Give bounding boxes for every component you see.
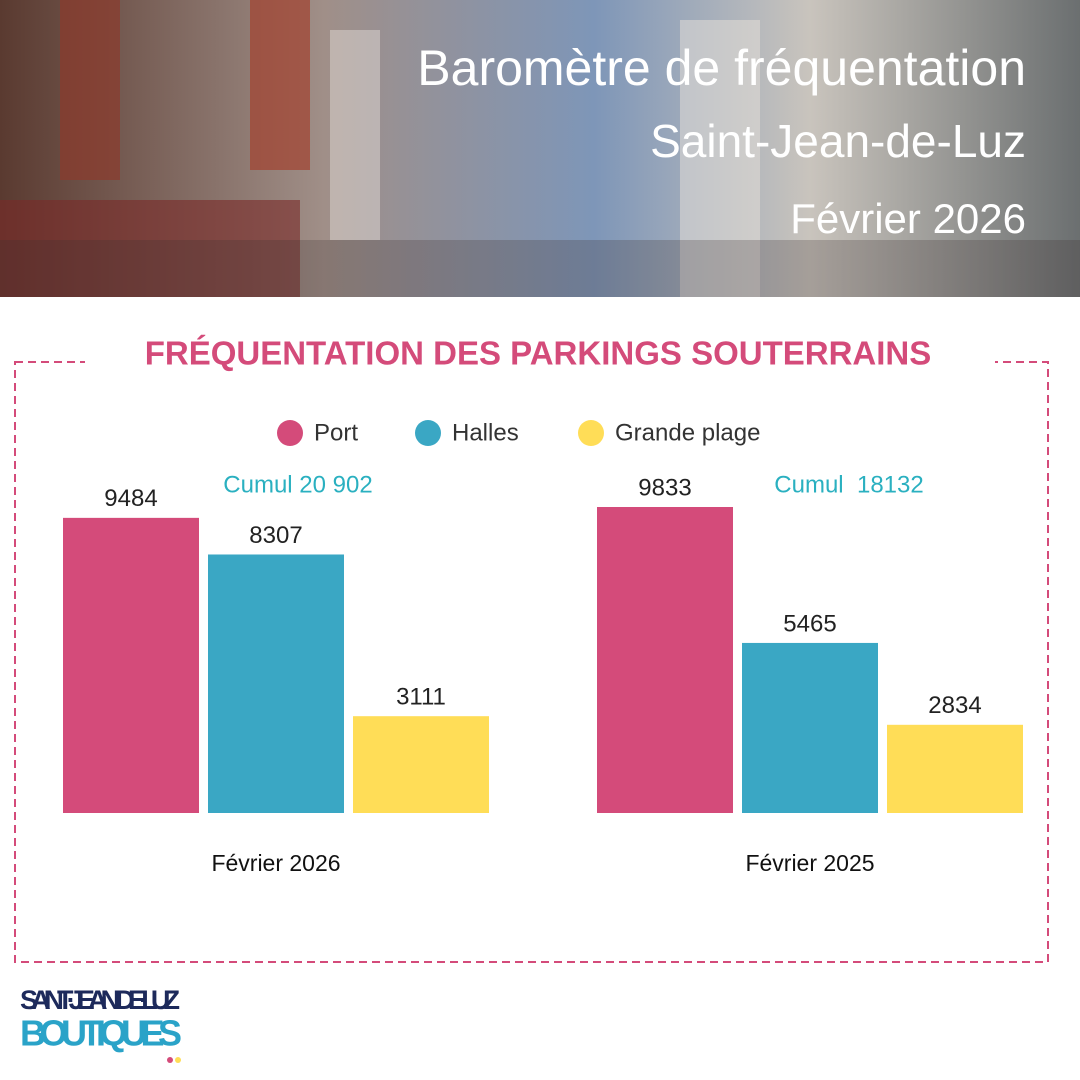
annotation: Cumul 18132 (774, 471, 923, 498)
value-label: 9833 (638, 474, 691, 501)
value-label: 2834 (928, 692, 981, 719)
chart-frame (14, 361, 1049, 963)
header-photo (0, 0, 1080, 297)
logo: SAINT·JEAN·DE·LUZ BOUTIQUES (20, 985, 182, 1063)
value-label: 5465 (783, 610, 836, 637)
legend-swatch (415, 420, 441, 446)
logo-line2: BOUTIQUES (20, 1013, 182, 1054)
bar (63, 517, 199, 813)
legend-label: Grande plage (615, 419, 760, 446)
logo-line1: SAINT·JEAN·DE·LUZ (20, 985, 180, 1015)
value-label: 8307 (249, 522, 302, 549)
logo-dot (167, 1057, 173, 1063)
x-tick-label: Février 2026 (211, 850, 340, 876)
header-title: Baromètre de fréquentation (417, 40, 1026, 96)
value-label: 3111 (396, 684, 446, 711)
bar (887, 724, 1023, 813)
x-tick-label: Février 2025 (745, 850, 874, 876)
header-subtitle: Saint-Jean-de-Luz (650, 115, 1026, 167)
legend-swatch (578, 420, 604, 446)
bar (742, 642, 878, 813)
title-backdrop (85, 340, 995, 384)
annotation: Cumul 20 902 (223, 471, 372, 498)
header-period: Février 2026 (790, 195, 1026, 242)
bar (597, 507, 733, 813)
legend-label: Halles (452, 419, 519, 446)
chart-title: FRÉQUENTATION DES PARKINGS SOUTERRAINS (145, 335, 932, 372)
bar (353, 716, 489, 813)
legend-label: Port (314, 419, 358, 446)
legend-swatch (277, 420, 303, 446)
logo-dot (175, 1057, 181, 1063)
value-label: 9484 (104, 485, 157, 512)
bar (208, 554, 344, 813)
